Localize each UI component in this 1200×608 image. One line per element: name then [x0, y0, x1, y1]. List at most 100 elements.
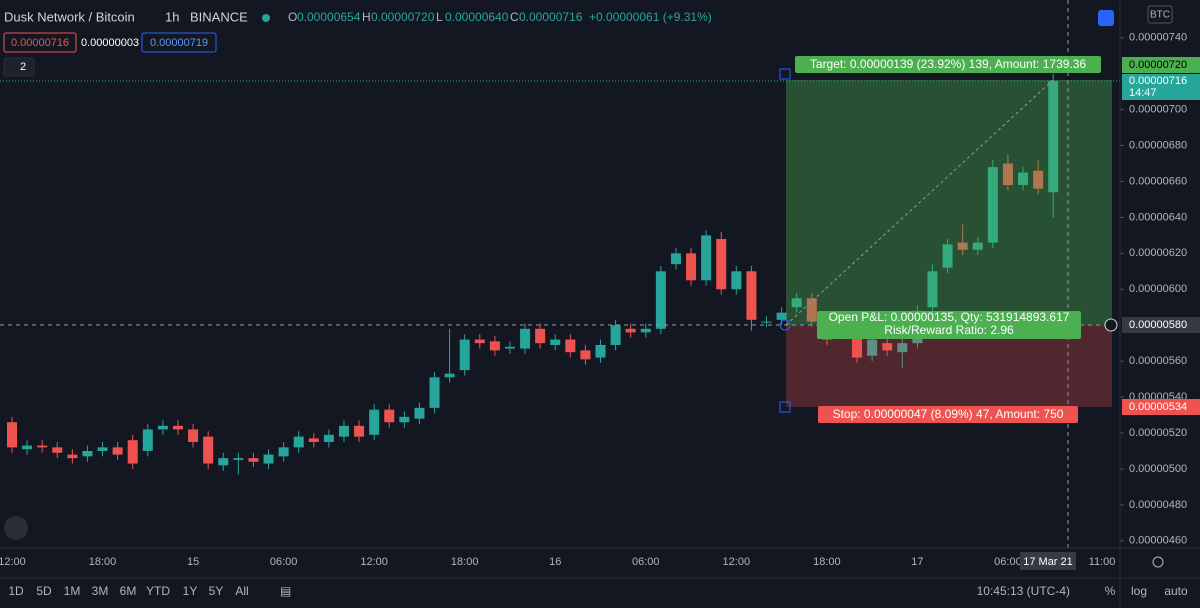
candle-body [1048, 80, 1059, 193]
bid-box[interactable] [3, 32, 77, 53]
y-tick-label: 0.00000680 [1129, 139, 1187, 151]
ask-box[interactable] [141, 32, 217, 53]
candle-body [218, 458, 229, 466]
logo [4, 516, 28, 540]
range-button[interactable]: 1Y [183, 584, 198, 598]
candle-body [520, 328, 531, 349]
ohlc-key: H [362, 10, 371, 24]
range-bar: 1D 5D 1M 3M 6M YTD 1Y 5Y All [8, 584, 248, 598]
scale-option[interactable]: log [1131, 584, 1147, 598]
candle-body [369, 409, 380, 435]
candle-body [293, 436, 304, 448]
candle-body [1018, 172, 1029, 186]
target-zone[interactable] [786, 80, 1112, 325]
range-button[interactable]: 6M [120, 584, 137, 598]
range-button[interactable]: 1D [8, 584, 24, 598]
handle[interactable] [779, 319, 791, 331]
candle-body [580, 350, 591, 360]
candle-body [535, 328, 546, 344]
candle-body [761, 321, 772, 323]
y-tick-label: 0.00000740 [1129, 32, 1187, 44]
target-label-box [795, 56, 1101, 73]
candle-body [22, 445, 33, 450]
x-tick-label: 17 [911, 556, 923, 568]
stop-marker [1122, 399, 1200, 415]
range-button[interactable]: 3M [92, 584, 109, 598]
scale-option[interactable]: % [1105, 584, 1116, 598]
last-marker [1122, 74, 1200, 100]
candle-body [1002, 163, 1013, 186]
range-button[interactable]: 5D [36, 584, 52, 598]
calendar-icon[interactable]: ▤ [280, 584, 291, 598]
crosshair-time-box [1020, 552, 1076, 570]
candle-body [52, 447, 63, 453]
candle-body [414, 407, 425, 419]
crosshair-time: 17 Mar 21 [1023, 556, 1073, 568]
range-button[interactable]: 5Y [209, 584, 224, 598]
stop-label-box [818, 406, 1078, 423]
candle-body [459, 339, 470, 371]
settings-icon[interactable] [1152, 556, 1164, 568]
y-tick-label: 0.00000620 [1129, 247, 1187, 259]
candle-body [142, 429, 153, 451]
candle-body [489, 341, 500, 351]
ohlc-value: 0.00000640 [445, 10, 509, 24]
y-tick-label: 0.00000480 [1129, 499, 1187, 511]
range-button[interactable]: 1M [64, 584, 81, 598]
crosshair-marker [1122, 317, 1200, 333]
snapshot-button[interactable] [1098, 10, 1114, 26]
y-tick-label: 0.00000660 [1129, 175, 1187, 187]
candle-body [504, 346, 515, 349]
candle-body [670, 253, 681, 265]
candle-body [97, 447, 108, 451]
candle-body [776, 312, 787, 320]
x-tick-label: 12:00 [723, 556, 751, 568]
y-tick-label: 0.00000600 [1129, 283, 1187, 295]
scale-option[interactable]: auto [1164, 584, 1188, 598]
status-dot [262, 14, 270, 22]
range-button[interactable]: YTD [146, 584, 170, 598]
x-tick-label: 16 [549, 556, 561, 568]
x-tick-label: 15 [187, 556, 199, 568]
candle-body [67, 454, 78, 459]
add-button[interactable] [1104, 318, 1118, 332]
candle-body [233, 458, 244, 460]
candle-body [127, 440, 138, 464]
candle-body [263, 454, 274, 464]
indicator-toggle[interactable] [3, 57, 35, 77]
candle-body [957, 242, 968, 250]
candle-body [987, 167, 998, 243]
candle-body [172, 425, 183, 430]
y-tick-label: 0.00000460 [1129, 535, 1187, 547]
bid: 0.00000716 [11, 37, 69, 49]
candle-body [565, 339, 576, 353]
candle-body [882, 343, 893, 351]
y-tick-label: 0.00000640 [1129, 211, 1187, 223]
range-button[interactable]: All [235, 584, 248, 598]
crosshair-price: 0.00000580 [1129, 319, 1187, 331]
candle-body [746, 271, 757, 320]
candle-body [716, 238, 727, 290]
candle-body [550, 339, 561, 345]
ohlc-key: L [436, 10, 443, 24]
candle-body [640, 328, 651, 333]
countdown: 14:47 [1129, 87, 1157, 99]
candle-body [203, 436, 214, 464]
candle-body [308, 438, 319, 442]
x-tick-label: 11:00 [1089, 556, 1116, 568]
ohlc-legend: O 0.00000654 H 0.00000720 L 0.00000640 C 0.0000… [288, 10, 583, 24]
currency-box[interactable] [1147, 5, 1173, 24]
handle[interactable] [779, 68, 791, 80]
currency: BTC [1150, 10, 1170, 21]
y-tick-label: 0.00000520 [1129, 427, 1187, 439]
handle[interactable] [779, 401, 791, 413]
candle-body [897, 343, 908, 353]
candle-body [595, 344, 606, 358]
candle-body [444, 373, 455, 378]
candle-body [791, 298, 802, 308]
candle-body [655, 271, 666, 329]
ohlc-value: 0.00000716 [519, 10, 583, 24]
candle-body [37, 445, 48, 448]
